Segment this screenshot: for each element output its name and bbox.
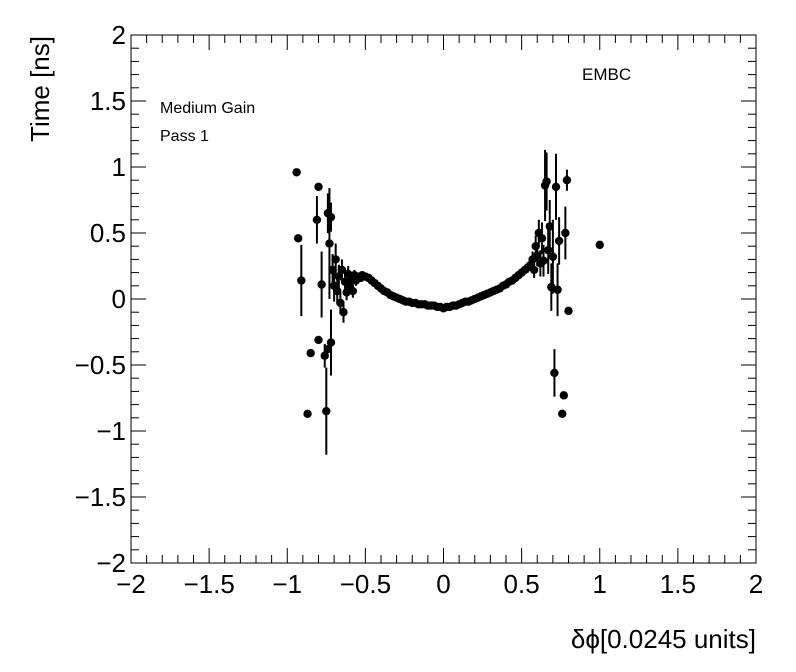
data-point <box>553 285 562 294</box>
data-point <box>554 236 564 246</box>
data-point <box>317 280 326 289</box>
data-point <box>339 308 348 317</box>
data-point <box>297 276 306 285</box>
data-point <box>542 177 551 186</box>
data-point <box>559 391 569 400</box>
x-tick-label: −1.5 <box>183 569 234 599</box>
data-point <box>533 251 542 260</box>
data-points <box>292 168 604 419</box>
y-tick-label: −2 <box>96 548 126 578</box>
data-point <box>326 338 336 347</box>
data-point <box>342 288 351 297</box>
data-point <box>595 240 604 250</box>
x-tick-label: −0.5 <box>340 569 391 599</box>
data-point <box>337 265 347 275</box>
x-tick-label: 2 <box>749 569 763 599</box>
data-point <box>320 351 329 360</box>
data-point <box>336 298 345 308</box>
y-tick-label: −1.5 <box>75 482 126 512</box>
y-tick-label: −1 <box>96 416 126 446</box>
data-point <box>348 286 358 296</box>
x-tick-labels: −2 −1.5 −1 −0.5 0 0.5 1 1.5 2 <box>116 569 763 599</box>
annotation-pass: Pass 1 <box>160 128 209 145</box>
data-point <box>548 252 558 261</box>
data-point <box>334 272 344 281</box>
y-tick-label: 0.5 <box>90 218 126 248</box>
y-tick-labels: −2 −1.5 −1 −0.5 0 0.5 1 1.5 2 <box>75 20 126 578</box>
data-point <box>562 176 572 185</box>
data-point <box>312 215 322 224</box>
data-point <box>293 234 303 243</box>
x-tick-label: −2 <box>116 569 146 599</box>
data-point <box>550 368 559 378</box>
y-tick-label: 0 <box>112 284 126 314</box>
x-axis-label: δϕ[0.0245 units] <box>571 624 756 654</box>
annotation-gain: Medium Gain <box>160 100 255 117</box>
data-point <box>333 286 342 296</box>
x-tick-label: 0.5 <box>504 569 540 599</box>
data-point <box>326 212 336 222</box>
data-point <box>531 242 540 251</box>
data-point <box>306 348 315 358</box>
data-point <box>323 344 333 354</box>
data-point <box>292 168 301 177</box>
x-tick-label: 1.5 <box>660 569 696 599</box>
x-tick-label: 1 <box>593 569 607 599</box>
data-point <box>325 239 334 248</box>
data-point <box>561 228 570 238</box>
data-point <box>564 306 573 316</box>
y-tick-label: 2 <box>112 20 126 50</box>
data-point <box>529 265 539 275</box>
data-point <box>303 409 312 419</box>
data-point <box>322 407 331 416</box>
x-tick-label: −1 <box>272 569 302 599</box>
annotation-detector: EMBC <box>582 65 631 84</box>
data-point <box>314 335 323 345</box>
data-point <box>537 234 547 243</box>
y-tick-label: 1.5 <box>90 86 126 116</box>
data-point <box>331 255 340 264</box>
y-tick-label: −0.5 <box>75 350 126 380</box>
data-point <box>543 245 553 255</box>
plot-frame <box>130 34 757 564</box>
y-tick-label: 1 <box>112 152 126 182</box>
data-point <box>558 409 567 419</box>
y-axis-label: Time [ns] <box>25 36 55 142</box>
x-tick-label: 0 <box>436 569 450 599</box>
data-point <box>551 182 561 191</box>
data-point <box>539 256 548 265</box>
data-point <box>314 182 323 191</box>
data-point <box>545 222 554 231</box>
data-point <box>328 265 337 275</box>
